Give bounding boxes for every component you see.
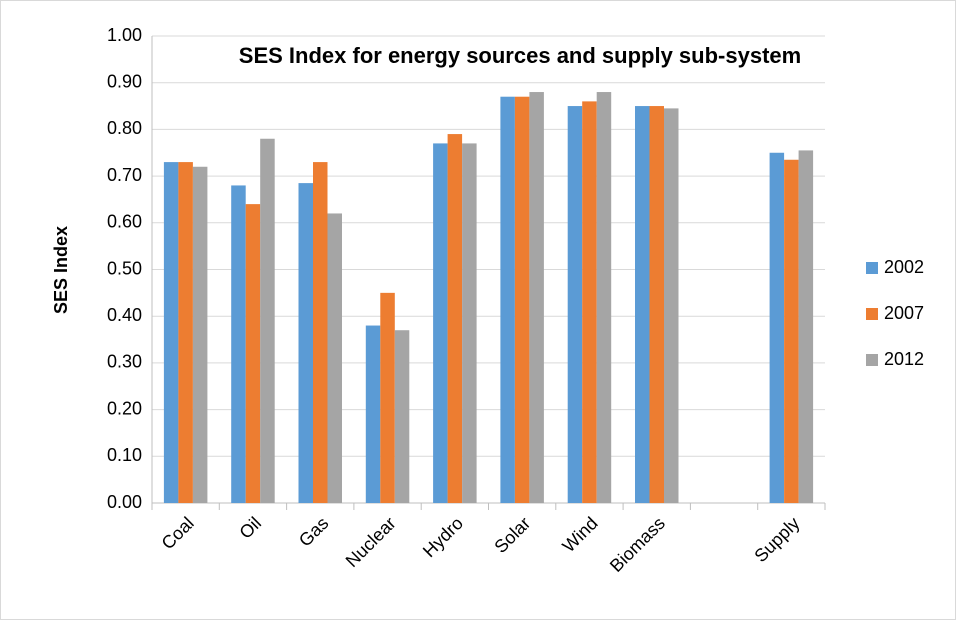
legend-label: 2002 (884, 257, 924, 277)
legend-label: 2012 (884, 349, 924, 369)
y-tick-label: 0.30 (107, 352, 142, 372)
y-tick-label: 0.00 (107, 492, 142, 512)
bar (327, 213, 342, 503)
y-axis-label: SES Index (51, 226, 71, 314)
bar (769, 152, 785, 503)
bar (582, 101, 597, 503)
bar (178, 162, 193, 503)
bar (649, 106, 664, 504)
y-tick-label: 0.90 (107, 71, 142, 91)
bar (298, 183, 313, 504)
legend-swatch (866, 354, 878, 366)
y-tick-label: 0.40 (107, 305, 142, 325)
bar (447, 134, 463, 503)
legend-label: 2007 (884, 303, 924, 323)
bar (462, 143, 477, 503)
y-tick-label: 0.70 (107, 165, 142, 185)
bar (394, 330, 410, 503)
bar (433, 143, 448, 503)
y-tick-label: 0.10 (107, 445, 142, 465)
bar (798, 150, 814, 504)
bar (231, 185, 246, 503)
bar (500, 96, 515, 504)
y-tick-label: 0.20 (107, 398, 142, 418)
bar (313, 162, 328, 503)
legend-swatch (866, 262, 878, 274)
y-tick-label: 0.80 (107, 118, 142, 138)
bar (245, 204, 261, 503)
legend-swatch (866, 308, 878, 320)
bar (514, 96, 530, 504)
chart-title: SES Index for energy sources and supply … (239, 43, 801, 68)
bar (163, 162, 179, 503)
bar (784, 159, 799, 503)
bar (192, 166, 208, 503)
bar (260, 138, 275, 504)
bar (596, 92, 612, 503)
bar (664, 108, 679, 503)
bar (365, 325, 381, 503)
bar (635, 106, 650, 504)
bar (529, 92, 544, 503)
bar (567, 106, 583, 504)
y-tick-label: 0.60 (107, 212, 142, 232)
y-tick-label: 1.00 (107, 25, 142, 45)
y-tick-label: 0.50 (107, 258, 142, 278)
bar (380, 292, 395, 503)
